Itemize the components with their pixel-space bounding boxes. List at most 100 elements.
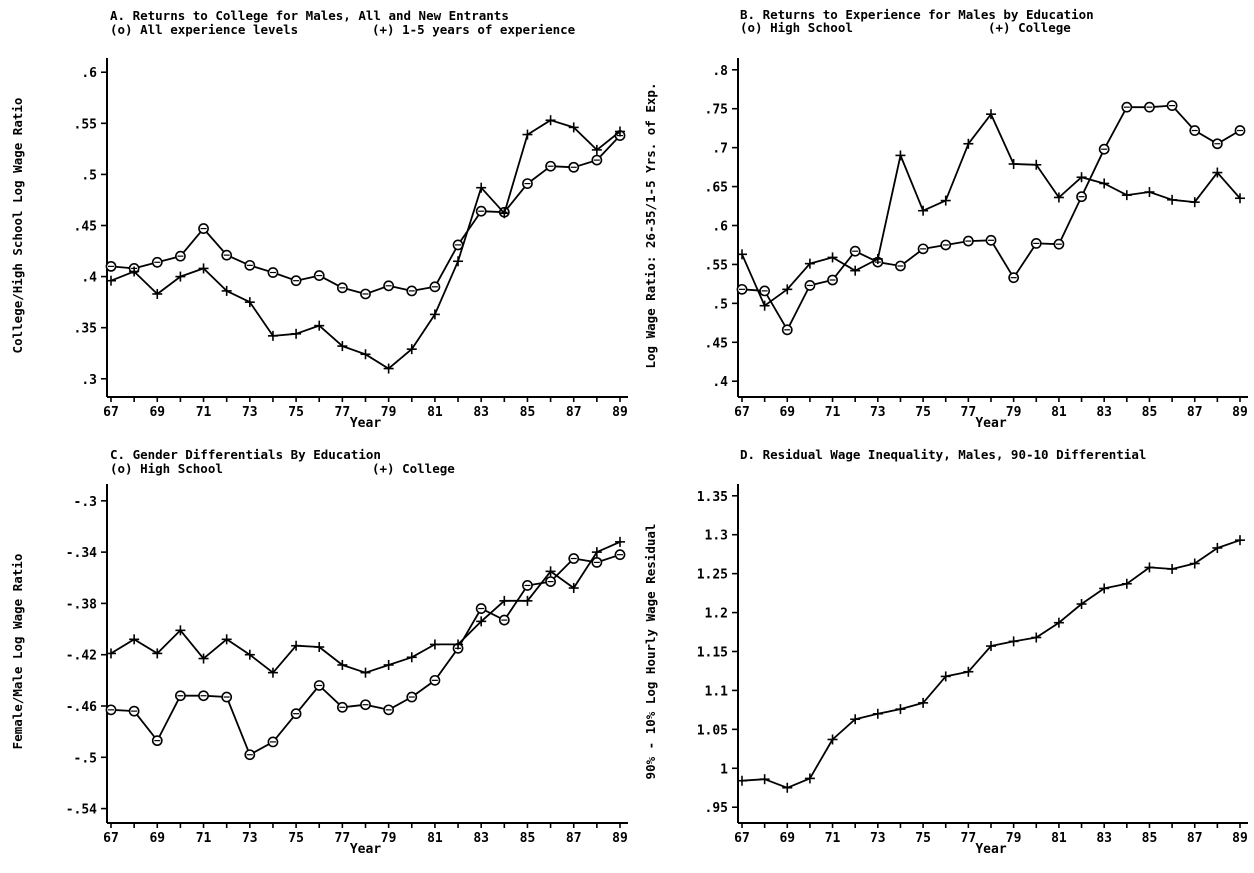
data-point-plus — [1031, 632, 1041, 642]
y-tick-label-a: .6 — [81, 66, 97, 81]
y-tick-label-b: .65 — [705, 181, 728, 196]
data-point-circle — [153, 736, 162, 745]
data-point-circle — [199, 691, 208, 700]
data-point-circle — [1190, 126, 1199, 135]
x-tick-label-b: 83 — [1096, 405, 1112, 420]
y-tick-label-c: -.3 — [74, 495, 97, 510]
data-point-plus — [384, 660, 394, 670]
series-line-b-plus — [742, 114, 1240, 306]
data-point-circle — [986, 236, 995, 245]
legend-a-circle: (o) All experience levels — [110, 22, 298, 37]
series-line-a-plus — [111, 120, 620, 368]
x-tick-label-d: 73 — [870, 831, 886, 846]
data-point-circle — [106, 705, 115, 714]
data-point-circle — [106, 262, 115, 271]
y-tick-label-b: .4 — [712, 375, 728, 390]
y-tick-label-c: -.38 — [66, 597, 97, 612]
data-point-circle — [941, 240, 950, 249]
y-tick-label-d: 1.05 — [697, 723, 728, 738]
data-point-plus — [895, 704, 905, 714]
data-point-plus — [1235, 535, 1245, 545]
x-tick-label-b: 85 — [1142, 405, 1158, 420]
legend-b-plus: (+) College — [988, 20, 1071, 35]
x-tick-label-c: 89 — [612, 831, 628, 846]
legend-c-plus: (+) College — [372, 461, 455, 476]
panel-d-title: D. Residual Wage Inequality, Males, 90-1… — [740, 447, 1146, 462]
data-point-circle — [430, 676, 439, 685]
data-point-circle — [407, 286, 416, 295]
data-point-circle — [918, 244, 927, 253]
x-tick-label-c: 85 — [520, 831, 536, 846]
x-tick-label-b: 79 — [1006, 405, 1022, 420]
x-tick-label-b: 87 — [1187, 405, 1203, 420]
y-tick-label-a: .3 — [81, 373, 97, 388]
data-point-circle — [176, 252, 185, 261]
data-point-circle — [130, 707, 139, 716]
data-point-plus — [430, 309, 440, 319]
y-tick-label-a: .45 — [74, 220, 97, 235]
y-tick-label-c: -.42 — [66, 649, 97, 664]
x-tick-label-d: 69 — [779, 831, 795, 846]
data-point-circle — [500, 615, 509, 624]
x-tick-label-b: 89 — [1232, 405, 1248, 420]
data-point-circle — [477, 604, 486, 613]
y-axis-label-c: Female/Male Log Wage Ratio — [10, 554, 25, 750]
data-point-circle — [1009, 273, 1018, 282]
legend-a-plus: (+) 1-5 years of experience — [372, 22, 576, 37]
data-point-plus — [1009, 636, 1019, 646]
data-point-circle — [828, 275, 837, 284]
data-point-circle — [1054, 240, 1063, 249]
legend-c-circle: (o) High School — [110, 461, 223, 476]
data-point-circle — [477, 207, 486, 216]
y-tick-label-b: .45 — [705, 336, 728, 351]
x-tick-label-b: 67 — [734, 405, 750, 420]
data-point-plus — [941, 196, 951, 206]
data-point-plus — [430, 639, 440, 649]
data-point-circle — [268, 268, 277, 277]
data-point-plus — [1122, 190, 1132, 200]
data-point-circle — [592, 156, 601, 165]
data-point-plus — [407, 652, 417, 662]
y-tick-label-d: .95 — [705, 801, 728, 816]
y-tick-label-a: .55 — [74, 117, 97, 132]
y-tick-label-d: 1.2 — [705, 607, 728, 622]
panel-c: C. Gender Differentials By Education(o) … — [10, 447, 628, 857]
data-point-circle — [569, 554, 578, 563]
data-point-circle — [1213, 139, 1222, 148]
data-point-circle — [338, 283, 347, 292]
x-tick-label-d: 81 — [1051, 831, 1067, 846]
series-line-d-plus — [742, 540, 1240, 788]
data-point-circle — [315, 681, 324, 690]
x-tick-label-b: 77 — [961, 405, 977, 420]
data-point-plus — [918, 206, 928, 216]
data-point-circle — [153, 258, 162, 267]
y-tick-label-d: 1.3 — [705, 529, 728, 544]
data-point-plus — [361, 349, 371, 359]
x-tick-label-d: 75 — [915, 831, 931, 846]
data-point-circle — [384, 281, 393, 290]
y-tick-label-b: .5 — [712, 297, 728, 312]
y-tick-label-c: -.54 — [66, 803, 97, 818]
data-point-plus — [268, 331, 278, 341]
panel-a: A. Returns to College for Males, All and… — [10, 8, 628, 431]
data-point-circle — [805, 281, 814, 290]
data-point-circle — [245, 261, 254, 270]
y-tick-label-d: 1.25 — [697, 568, 728, 583]
data-point-circle — [222, 692, 231, 701]
data-point-circle — [1145, 103, 1154, 112]
x-tick-label-a: 75 — [288, 405, 304, 420]
data-point-plus — [522, 130, 532, 140]
y-tick-label-d: 1.15 — [697, 646, 728, 661]
y-tick-label-b: .6 — [712, 220, 728, 235]
data-point-plus — [129, 634, 139, 644]
data-point-circle — [361, 700, 370, 709]
x-tick-label-a: 67 — [103, 405, 119, 420]
x-tick-label-c: 83 — [473, 831, 489, 846]
y-tick-label-b: .7 — [712, 142, 728, 157]
data-point-circle — [546, 577, 555, 586]
data-point-plus — [782, 783, 792, 793]
y-tick-label-d: 1 — [720, 762, 728, 777]
legend-b-circle: (o) High School — [740, 20, 853, 35]
y-axis-label-b: Log Wage Ratio: 26-35/1-5 Yrs. of Exp. — [643, 83, 658, 369]
data-point-circle — [268, 737, 277, 746]
